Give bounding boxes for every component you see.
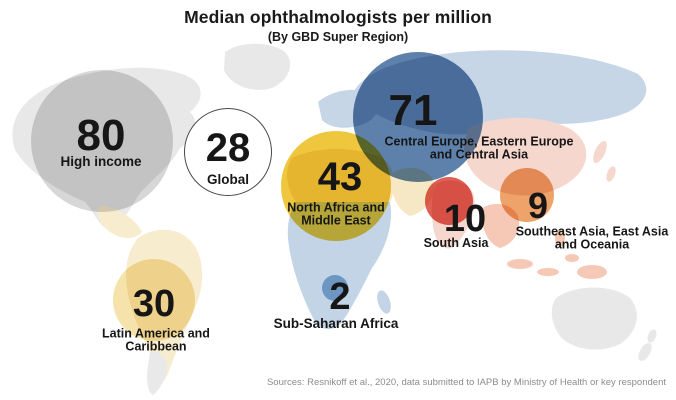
bubble-high-income bbox=[31, 70, 173, 212]
label-central-europe-eastern-europe-central-asia: Central Europe, Eastern Europe and Centr… bbox=[384, 134, 574, 161]
label-latin-america-caribbean: Latin America and Caribbean bbox=[102, 326, 210, 353]
value-south-asia: 10 bbox=[443, 198, 487, 240]
bubble-north-africa-middle-east bbox=[281, 131, 391, 241]
label-global: Global bbox=[206, 171, 250, 187]
source-note: Sources: Resnikoff et al., 2020, data su… bbox=[266, 377, 666, 388]
label-line: Southeast Asia, East Asia bbox=[515, 224, 669, 239]
bubble-latin-america-caribbean bbox=[113, 259, 195, 341]
bubble-south-asia bbox=[425, 177, 473, 225]
label-line: South Asia bbox=[423, 235, 489, 250]
value-central-europe-eastern-europe-central-asia: 71 bbox=[388, 86, 438, 135]
value-north-africa-middle-east: 43 bbox=[317, 155, 363, 199]
label-line: North Africa and bbox=[287, 200, 385, 215]
value-latin-america-caribbean: 30 bbox=[132, 283, 176, 325]
label-sub-saharan-africa: Sub-Saharan Africa bbox=[273, 315, 399, 331]
label-high-income: High income bbox=[60, 153, 142, 169]
chart-subtitle: (By GBD Super Region) bbox=[267, 30, 409, 44]
value-global: 28 bbox=[205, 126, 251, 170]
label-line: Global bbox=[206, 171, 250, 187]
chart-title: Median ophthalmologists per million bbox=[184, 7, 492, 27]
value-high-income: 80 bbox=[76, 111, 126, 160]
label-line: Latin America and bbox=[102, 326, 210, 341]
label-line: High income bbox=[60, 153, 142, 169]
value-sub-saharan-africa: 2 bbox=[329, 276, 351, 318]
chart-header: Median ophthalmologists per million (By … bbox=[0, 7, 676, 44]
bubble-sub-saharan-africa bbox=[322, 275, 348, 301]
label-line: Sub-Saharan Africa bbox=[273, 315, 399, 331]
label-south-asia: South Asia bbox=[424, 237, 489, 250]
label-line: and Oceania bbox=[554, 237, 630, 251]
label-southeast-asia-east-asia-oceania: Southeast Asia, East Asia and Oceania bbox=[515, 224, 669, 251]
label-line: Central Europe, Eastern Europe bbox=[384, 134, 574, 149]
bubble-southeast-asia-east-asia-oceania bbox=[500, 168, 554, 222]
label-north-africa-middle-east: North Africa and Middle East bbox=[287, 200, 385, 227]
label-line: Middle East bbox=[301, 213, 371, 227]
bubble-global bbox=[184, 108, 272, 196]
label-line: and Central Asia bbox=[429, 147, 529, 161]
value-southeast-asia-east-asia-oceania: 9 bbox=[527, 185, 549, 226]
label-line: Caribbean bbox=[125, 339, 187, 353]
